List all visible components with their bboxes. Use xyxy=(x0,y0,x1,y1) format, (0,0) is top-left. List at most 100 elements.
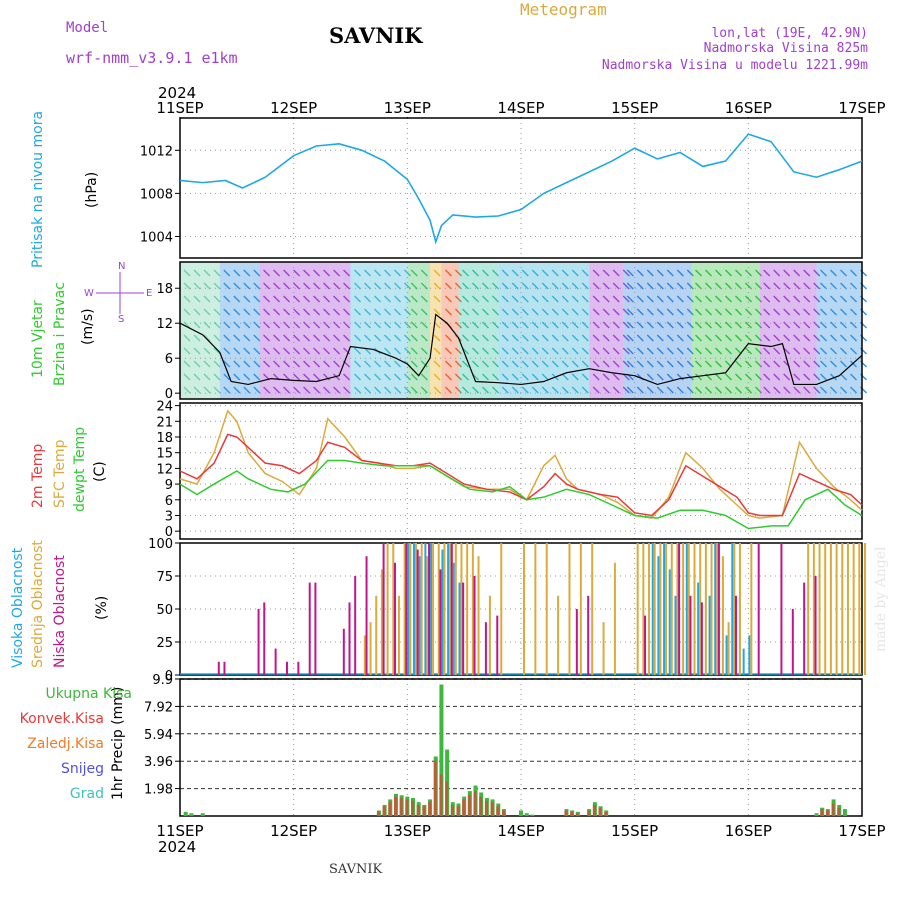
wind-barb xyxy=(333,321,341,329)
cloud-bar-1 xyxy=(437,543,440,675)
wind-barb xyxy=(626,360,634,368)
wind-barb xyxy=(646,334,654,342)
wind-barb xyxy=(183,282,191,290)
wind-barb xyxy=(541,347,549,355)
temp-ytick-label: 15 xyxy=(156,447,173,462)
wind-barb xyxy=(820,295,828,303)
wind-barb xyxy=(840,373,848,381)
wind-barb xyxy=(343,282,351,290)
wind-barb xyxy=(303,269,311,277)
wind-barb xyxy=(323,321,331,329)
wind-barb xyxy=(444,334,452,342)
wind-barb xyxy=(755,334,762,342)
wind-barb xyxy=(850,334,858,342)
wind-barb xyxy=(374,295,381,303)
wind-barb xyxy=(830,386,838,394)
wind-barb xyxy=(783,347,791,355)
wind-barb xyxy=(313,321,321,329)
cloud-bar-1 xyxy=(369,622,372,675)
bottom-time-tick-label: 15SEP xyxy=(611,822,658,840)
wind-barb xyxy=(511,334,519,342)
wind-barb xyxy=(763,347,771,355)
wind-barb xyxy=(531,347,539,355)
wind-barb xyxy=(755,308,762,316)
wind-barb xyxy=(773,295,781,303)
wind-barb xyxy=(273,334,281,342)
wind-barb xyxy=(511,269,519,277)
precip-total-bar xyxy=(519,810,523,816)
wind-barb xyxy=(656,269,664,277)
cloud-bar-0 xyxy=(651,543,654,675)
wind-barb xyxy=(243,295,251,303)
precip-legend-conv: Konvek.Kisa xyxy=(19,711,104,727)
wind-barb xyxy=(551,282,559,290)
precip-total-bar xyxy=(814,813,819,816)
wind-barb xyxy=(622,269,630,277)
wind-barb xyxy=(793,347,801,355)
wind-barb xyxy=(394,360,401,368)
cloud-bar-2 xyxy=(678,543,681,675)
wind-barb xyxy=(323,386,331,394)
wind-barb xyxy=(531,282,539,290)
wind-barb xyxy=(233,269,241,277)
wind-barb xyxy=(404,386,411,394)
wind-barb xyxy=(394,334,401,342)
wind-barb xyxy=(646,321,654,329)
wind-barb xyxy=(592,269,600,277)
compass-w: W xyxy=(84,288,94,299)
wind-barb xyxy=(602,295,610,303)
wind-barb xyxy=(571,321,579,329)
wind-barb xyxy=(813,282,821,290)
wind-barb xyxy=(374,373,381,381)
wind-barb xyxy=(850,269,858,277)
wind-barb xyxy=(551,386,559,394)
wind-barb xyxy=(656,360,664,368)
wind-barb xyxy=(410,295,418,303)
wind-barb xyxy=(612,269,620,277)
wind-barb xyxy=(612,347,620,355)
cloud-bar-1 xyxy=(602,622,605,675)
cloud-bar-1 xyxy=(829,543,832,675)
wind-barb xyxy=(830,321,838,329)
wind-barb xyxy=(581,295,589,303)
wind-barb xyxy=(223,373,231,381)
wind-barb xyxy=(283,269,291,277)
wind-barb xyxy=(501,386,509,394)
wind-barb xyxy=(793,269,801,277)
wind-barb xyxy=(283,308,291,316)
wind-barb xyxy=(715,360,722,368)
wind-barb xyxy=(203,295,211,303)
wind-barb xyxy=(725,321,732,329)
cloud-bar-1 xyxy=(591,543,594,675)
wind-barb xyxy=(820,334,828,342)
wind-barb xyxy=(313,334,321,342)
wind-barb xyxy=(830,360,838,368)
cloud-bar-1 xyxy=(579,543,582,675)
precip-conv-bar xyxy=(587,810,591,816)
wind-barb xyxy=(541,295,549,303)
wind-barb xyxy=(686,321,694,329)
cloud-bar-1 xyxy=(824,543,827,675)
wind-barb xyxy=(183,386,191,394)
wind-barb xyxy=(433,386,441,394)
wind-barb xyxy=(840,269,848,277)
wind-barb xyxy=(850,347,858,355)
wind-barb xyxy=(404,347,411,355)
wind-barb xyxy=(735,295,742,303)
wind-barb xyxy=(263,334,271,342)
cloud-bar-1 xyxy=(738,543,741,675)
cloud-bar-1 xyxy=(704,543,707,675)
wind-barb xyxy=(253,269,261,277)
year-label-bottom: 2024 xyxy=(158,838,197,856)
wind-barb xyxy=(531,373,539,381)
cloud-bar-0 xyxy=(657,556,660,675)
wind-barb xyxy=(561,386,569,394)
wind-barb xyxy=(384,347,391,355)
temp-unit: (C) xyxy=(92,461,108,482)
wind-barb xyxy=(581,347,589,355)
wind-barb xyxy=(622,308,630,316)
wind-barb xyxy=(715,295,722,303)
wind-barb xyxy=(850,295,858,303)
cloud-bar-2 xyxy=(814,576,817,675)
wind-barb xyxy=(531,321,539,329)
